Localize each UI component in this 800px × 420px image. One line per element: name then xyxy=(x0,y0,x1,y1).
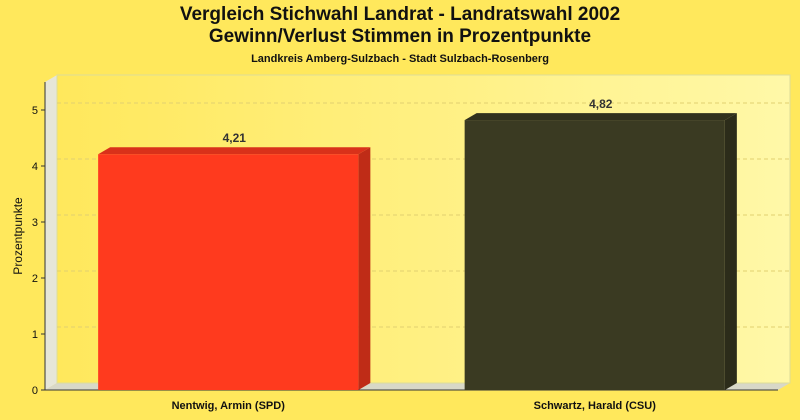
chart-title-block: Vergleich Stichwahl Landrat - Landratswa… xyxy=(0,4,800,66)
y-axis-label: Prozentpunkte xyxy=(11,197,25,275)
plot-left-wall xyxy=(45,75,57,390)
bar xyxy=(98,154,359,390)
chart-subtitle: Gewinn/Verlust Stimmen in Prozentpunkte xyxy=(208,26,592,47)
chart-region-label: Landkreis Amberg-Sulzbach - Stadt Sulzba… xyxy=(251,53,549,65)
y-tick-label: 5 xyxy=(32,105,38,117)
bar-group: 4,21 Nentwig, Armin (SPD) xyxy=(98,131,371,412)
bar-value-label: 4,82 xyxy=(589,97,613,111)
bar-side xyxy=(724,113,737,390)
chart-title: Vergleich Stichwahl Landrat - Landratswa… xyxy=(179,4,621,25)
bar-top xyxy=(464,113,737,121)
x-category-label: Schwartz, Harald (CSU) xyxy=(534,400,657,412)
bar-value-label: 4,21 xyxy=(223,131,247,145)
y-tick-label: 3 xyxy=(32,217,38,229)
y-tick-label: 2 xyxy=(32,273,38,285)
bar-group: 4,82 Schwartz, Harald (CSU) xyxy=(464,97,737,412)
bars: 4,21 Nentwig, Armin (SPD) 4,82 Schwartz, Ha… xyxy=(98,97,737,412)
y-tick-label: 0 xyxy=(32,385,38,397)
y-tick-label: 1 xyxy=(32,329,38,341)
x-category-label: Nentwig, Armin (SPD) xyxy=(172,400,286,412)
bar xyxy=(464,120,725,390)
bar-top xyxy=(98,147,371,155)
bar-side xyxy=(358,147,371,390)
y-tick-label: 4 xyxy=(32,161,38,173)
